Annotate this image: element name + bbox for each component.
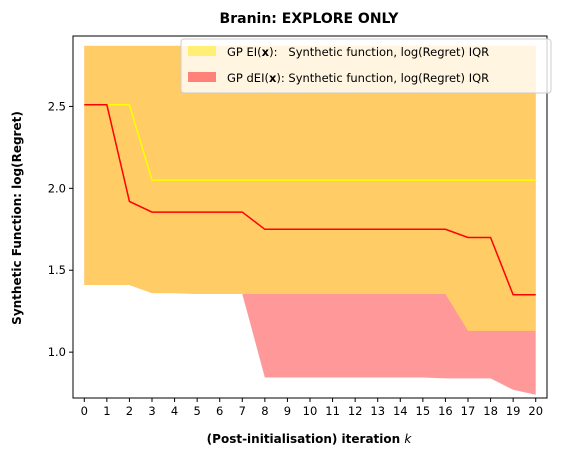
x-tick-label: 8 xyxy=(261,404,268,418)
x-tick-label: 4 xyxy=(171,404,178,418)
x-tick-label: 11 xyxy=(325,404,340,418)
legend-entry-ei-bold: x xyxy=(262,45,270,59)
chart-title: Branin: EXPLORE ONLY xyxy=(220,11,400,27)
y-axis-ticks: 1.0 1.5 2.0 2.5 xyxy=(48,99,73,359)
x-tick-label: 15 xyxy=(416,404,431,418)
x-tick-label: 19 xyxy=(506,404,521,418)
y-tick-label: 2.5 xyxy=(48,99,66,113)
legend: GP EI(x): Synthetic function, log(Regret… xyxy=(180,38,552,94)
median-line-dei xyxy=(84,104,536,296)
x-tick-label: 1 xyxy=(103,404,110,418)
x-tick-label: 5 xyxy=(193,404,200,418)
x-tick-label: 16 xyxy=(438,404,453,418)
x-axis-label-variable: k xyxy=(404,432,412,446)
y-tick-label: 1.0 xyxy=(48,345,66,359)
x-tick-label: 20 xyxy=(528,404,543,418)
legend-swatch-ei xyxy=(188,46,216,56)
x-tick-label: 0 xyxy=(81,404,88,418)
legend-box xyxy=(180,38,552,94)
median-line-ei xyxy=(84,104,536,181)
y-tick-label: 2.0 xyxy=(48,181,66,195)
x-axis-ticks: 0 1 2 3 4 5 6 7 8 9 10 11 12 13 14 15 16 17 18 19 20 xyxy=(81,398,543,418)
x-tick-label: 7 xyxy=(239,404,246,418)
x-tick-label: 17 xyxy=(461,404,476,418)
iqr-band-ei xyxy=(84,45,536,331)
x-tick-label: 12 xyxy=(348,404,363,418)
x-tick-label: 3 xyxy=(148,404,155,418)
iqr-bands xyxy=(84,45,536,395)
y-axis-label: Synthetic Function: log(Regret) xyxy=(10,111,24,325)
x-tick-label: 2 xyxy=(126,404,133,418)
legend-entry-ei-prefix: GP EI( xyxy=(227,45,262,59)
median-lines xyxy=(84,104,536,296)
legend-swatch-dei xyxy=(188,72,216,82)
x-tick-label: 6 xyxy=(216,404,223,418)
y-tick-label: 1.5 xyxy=(48,263,66,277)
legend-entry-dei: GP dEI(x): Synthetic function, log(Regre… xyxy=(227,71,489,85)
x-axis-label: (Post-initialisation) iteration k xyxy=(207,432,413,446)
legend-entry-ei: GP EI(x): Synthetic function, log(Regret… xyxy=(227,45,489,59)
x-tick-label: 13 xyxy=(370,404,385,418)
legend-entry-ei-suffix: ): Synthetic function, log(Regret) IQR xyxy=(269,45,489,59)
legend-entry-dei-prefix: GP dEI( xyxy=(227,71,269,85)
x-tick-label: 10 xyxy=(303,404,318,418)
x-tick-label: 14 xyxy=(393,404,408,418)
x-axis-label-text: (Post-initialisation) iteration xyxy=(207,432,401,446)
x-tick-label: 9 xyxy=(284,404,291,418)
legend-entry-dei-suffix: ): Synthetic function, log(Regret) IQR xyxy=(276,71,489,85)
legend-entry-dei-bold: x xyxy=(269,71,277,85)
x-tick-label: 18 xyxy=(483,404,498,418)
